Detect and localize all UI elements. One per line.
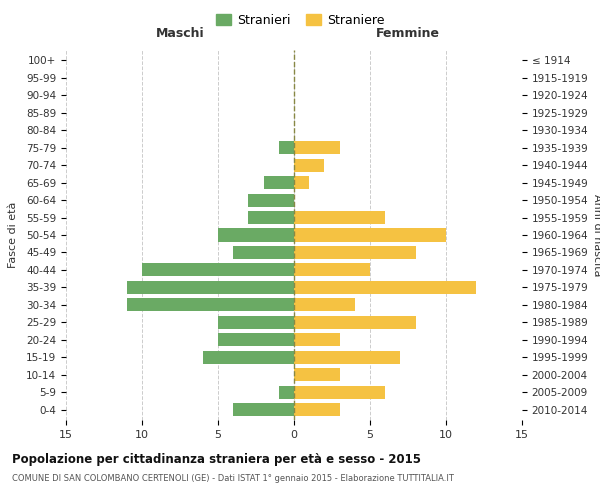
Bar: [248, 194, 294, 206]
Bar: [142, 264, 294, 276]
Bar: [294, 350, 400, 364]
Bar: [127, 298, 294, 312]
Bar: [294, 386, 385, 398]
Bar: [279, 386, 294, 398]
Bar: [294, 246, 416, 259]
Text: COMUNE DI SAN COLOMBANO CERTENOLI (GE) - Dati ISTAT 1° gennaio 2015 - Elaborazio: COMUNE DI SAN COLOMBANO CERTENOLI (GE) -…: [12, 474, 454, 483]
Y-axis label: Fasce di età: Fasce di età: [8, 202, 17, 268]
Bar: [263, 176, 294, 189]
Bar: [294, 228, 446, 241]
Bar: [127, 281, 294, 294]
Bar: [294, 176, 309, 189]
Bar: [218, 333, 294, 346]
Text: Popolazione per cittadinanza straniera per età e sesso - 2015: Popolazione per cittadinanza straniera p…: [12, 452, 421, 466]
Bar: [294, 298, 355, 312]
Bar: [294, 403, 340, 416]
Bar: [233, 403, 294, 416]
Text: Maschi: Maschi: [155, 26, 205, 40]
Bar: [294, 211, 385, 224]
Bar: [294, 333, 340, 346]
Bar: [294, 316, 416, 329]
Bar: [294, 141, 340, 154]
Bar: [218, 228, 294, 241]
Text: Femmine: Femmine: [376, 26, 440, 40]
Legend: Stranieri, Straniere: Stranieri, Straniere: [211, 8, 389, 32]
Y-axis label: Anni di nascita: Anni di nascita: [592, 194, 600, 276]
Bar: [294, 368, 340, 381]
Bar: [279, 141, 294, 154]
Bar: [294, 264, 370, 276]
Bar: [233, 246, 294, 259]
Bar: [218, 316, 294, 329]
Bar: [248, 211, 294, 224]
Bar: [203, 350, 294, 364]
Bar: [294, 158, 325, 172]
Bar: [294, 281, 476, 294]
